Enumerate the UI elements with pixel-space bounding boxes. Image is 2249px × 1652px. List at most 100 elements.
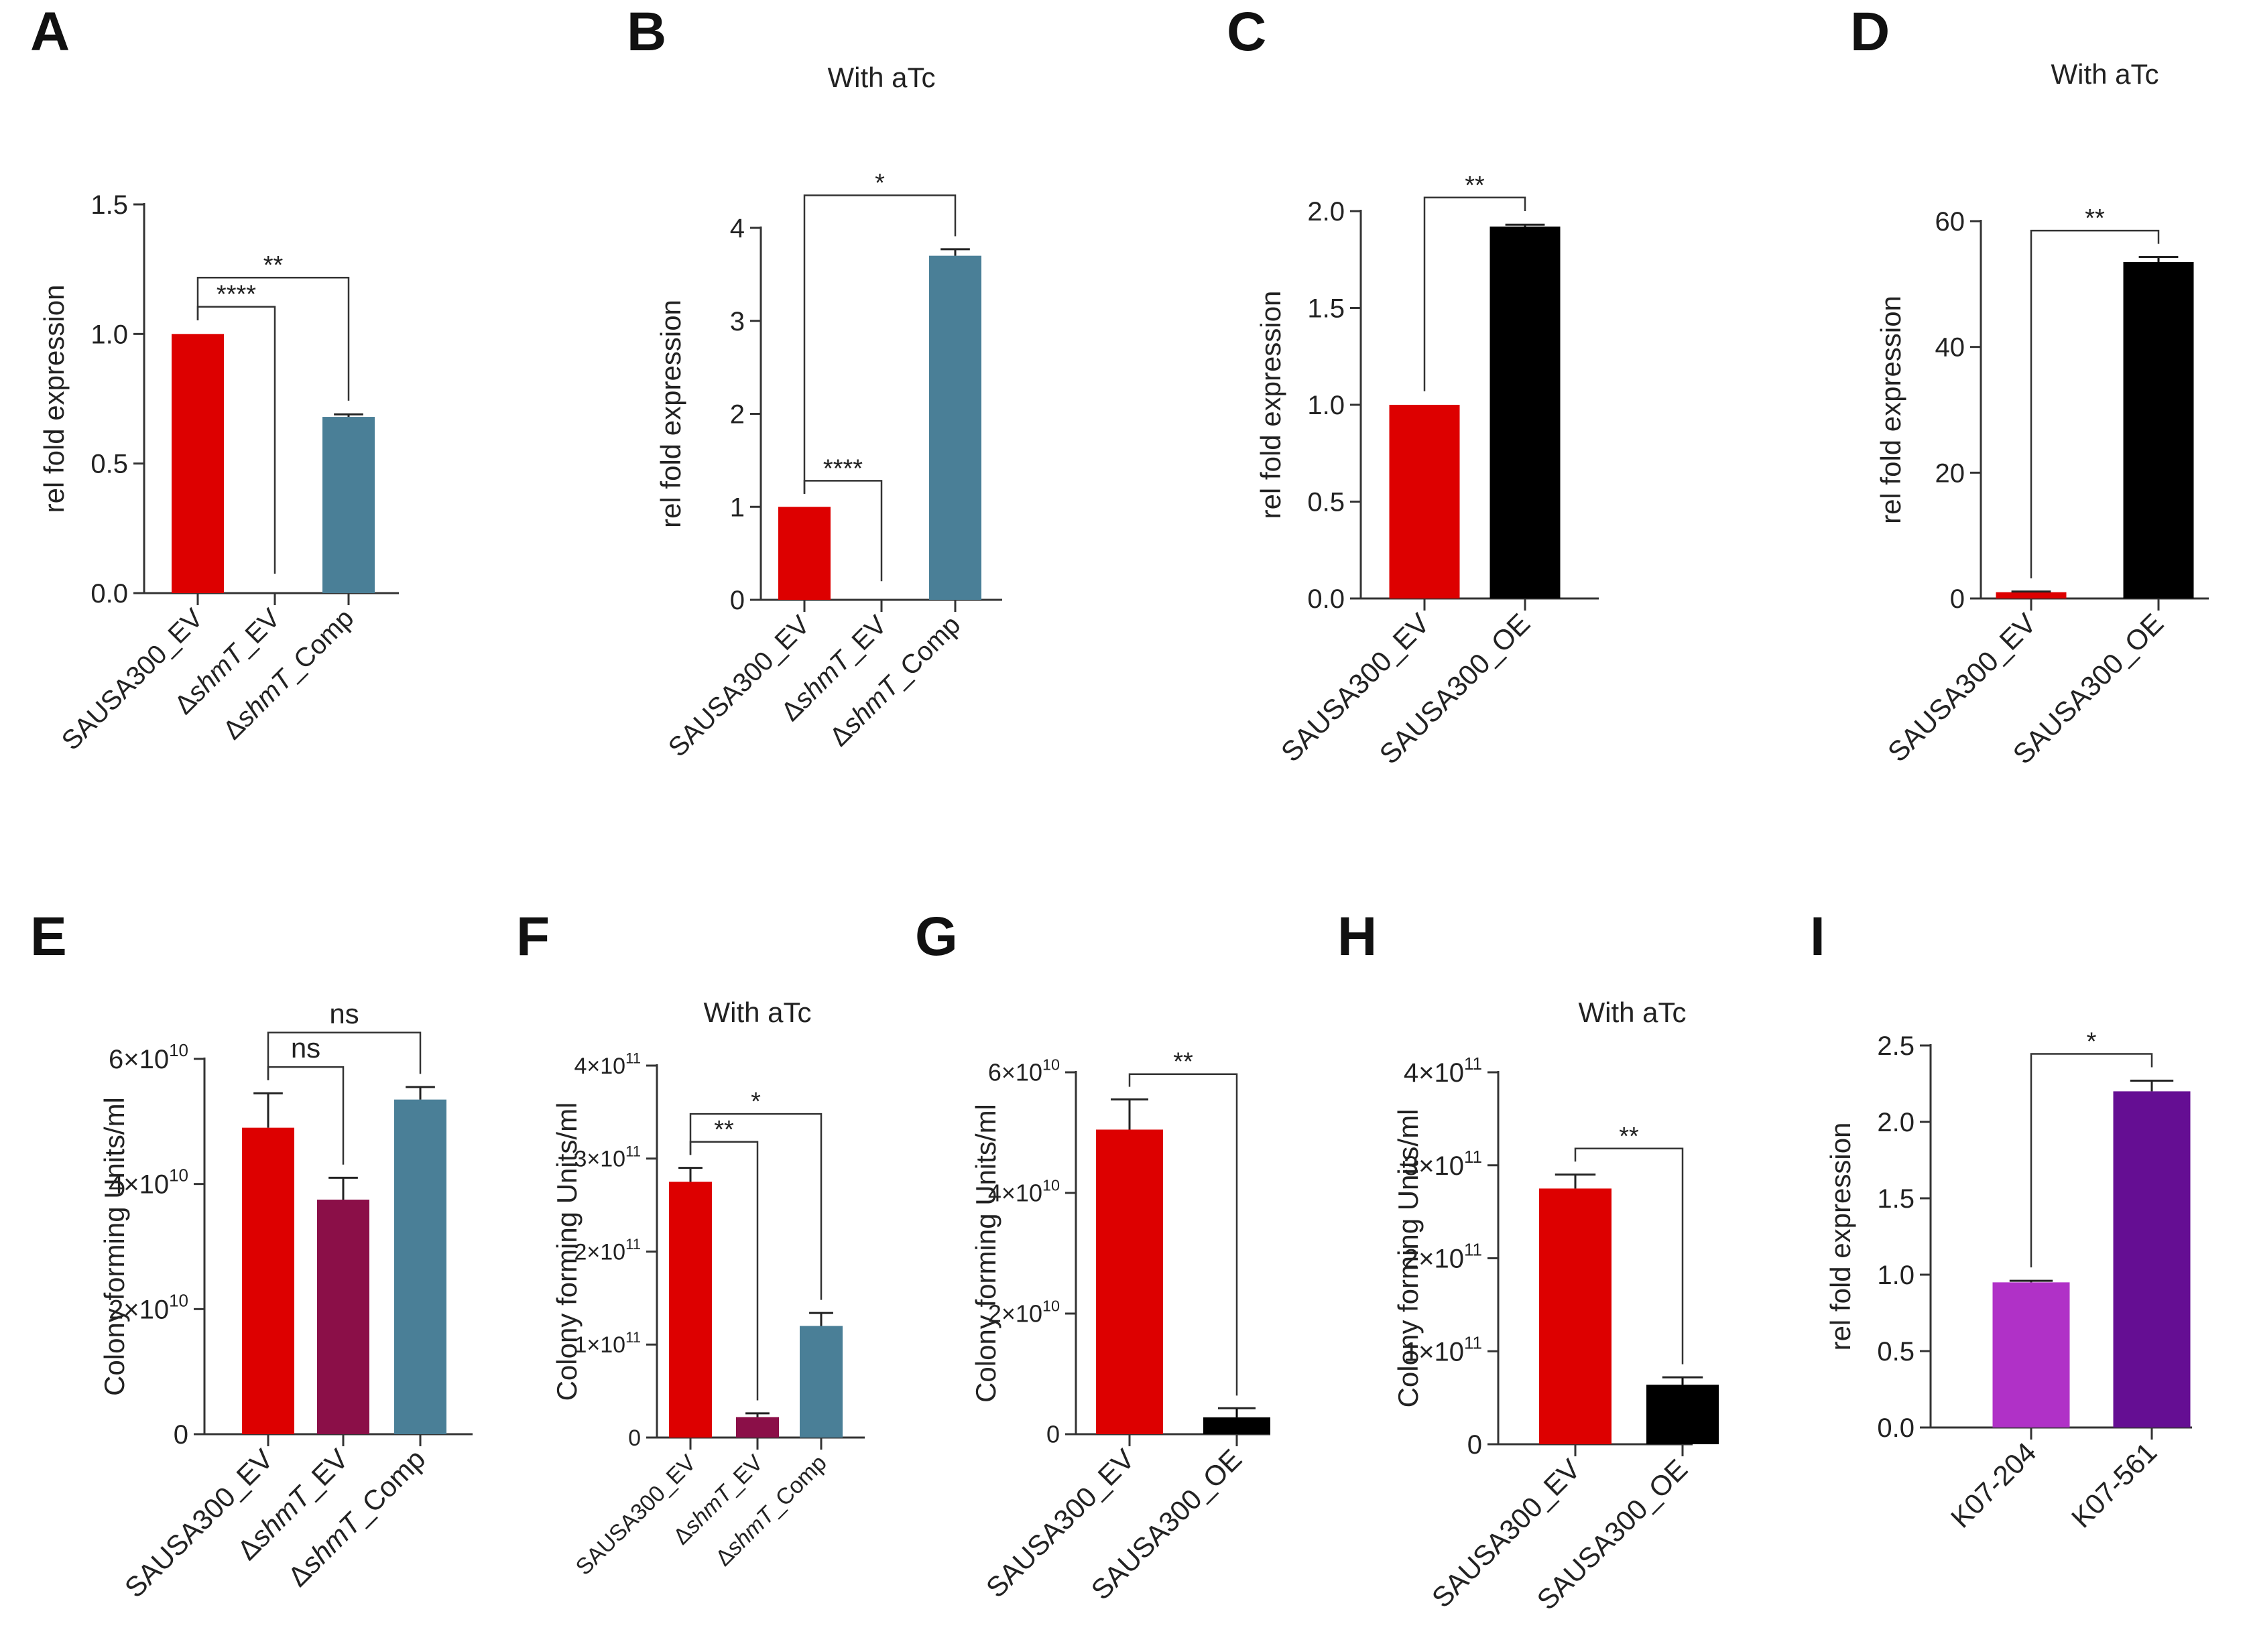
panel-letter: H [1337, 906, 1377, 967]
x-tick-label: ΔshmT_Comp [711, 1450, 832, 1572]
y-axis-label: rel fold expression [655, 300, 686, 528]
bar [669, 1182, 712, 1438]
y-tick-label: 4 [730, 214, 745, 243]
y-axis-label: rel fold expression [1255, 291, 1286, 519]
x-tick-label: SAUSA300_EV [663, 610, 816, 763]
significance-label: ** [2085, 204, 2105, 233]
panel-b: B With aTc rel fold expression 0 1 2 3 4 SAUSA30… [627, 1, 1002, 763]
y-tick-label: 2×1010 [988, 1297, 1060, 1327]
y-tick-label: 0.5 [1877, 1337, 1914, 1367]
chart-title: With aTc [2051, 58, 2159, 90]
y-tick-label: 2×1011 [574, 1236, 641, 1265]
significance-label: ns [291, 1032, 320, 1064]
significance-label: ** [714, 1116, 734, 1144]
bar [800, 1326, 843, 1438]
y-axis-label: Colony forming Units/ml [551, 1102, 583, 1401]
bar [1203, 1417, 1270, 1434]
chart-title: With aTc [703, 997, 811, 1028]
y-tick-label: 0.5 [1307, 488, 1345, 517]
panel-h: H With aTc Colony forming Units/ml 0 1×1011 2… [1337, 906, 1719, 1616]
bar [2123, 261, 2194, 598]
panel-letter: I [1810, 906, 1825, 967]
y-tick-label: 1.5 [90, 190, 128, 220]
significance-label: **** [217, 281, 256, 309]
x-tick-label: ΔshmT_Comp [824, 610, 966, 752]
y-tick-label: 0 [1950, 584, 1965, 614]
y-tick-label: 2.5 [1877, 1031, 1914, 1061]
bar [322, 417, 375, 593]
significance-label: * [751, 1088, 761, 1116]
bar [778, 507, 831, 600]
y-tick-label: 2.0 [1877, 1108, 1914, 1137]
y-tick-label: 1.0 [1877, 1261, 1914, 1290]
y-tick-label: 4×1010 [109, 1165, 188, 1200]
significance-label: **** [823, 454, 863, 483]
y-tick-label: 1×1011 [1404, 1332, 1482, 1367]
significance-bracket [803, 194, 957, 494]
bar [1096, 1129, 1163, 1434]
y-tick-label: 20 [1935, 458, 1965, 488]
significance-label: ** [1173, 1048, 1193, 1076]
bar [1539, 1188, 1612, 1444]
y-tick-label: 0 [1046, 1421, 1060, 1448]
significance-bracket [2030, 229, 2160, 578]
significance-bracket [267, 1031, 422, 1080]
significance-label: ** [1619, 1123, 1639, 1151]
y-tick-label: 2×1011 [1404, 1240, 1482, 1274]
bar [1992, 1282, 2070, 1427]
significance-label: ** [1465, 172, 1485, 200]
panel-letter: F [516, 906, 550, 967]
significance-bracket [196, 276, 350, 401]
bar [1490, 227, 1561, 598]
significance-bracket [1128, 1073, 1238, 1396]
chart-title: With aTc [827, 62, 935, 93]
bar [394, 1099, 446, 1434]
panel-f: F With aTc Colony forming Units/ml 0 1×1011 2… [516, 906, 865, 1580]
y-axis-label: Colony forming Units/ml [970, 1104, 1001, 1403]
panel-e: E Colony forming Units/ml 0 2×1010 4×1010 6×1… [30, 906, 473, 1604]
x-tick-label: ΔshmT_Comp [217, 603, 359, 745]
y-tick-label: 60 [1935, 207, 1965, 237]
bar [736, 1417, 779, 1438]
y-tick-label: 1.0 [90, 320, 128, 349]
panel-g: G Colony forming Units/ml 0 2×1010 4×1010 6×1… [915, 906, 1270, 1606]
significance-bracket [1423, 196, 1526, 391]
y-axis-label: rel fold expression [1875, 296, 1906, 524]
y-tick-label: 4×1010 [988, 1176, 1060, 1206]
x-tick-label: ΔshmT_Comp [282, 1443, 431, 1592]
bar [1646, 1385, 1719, 1444]
y-tick-label: 2.0 [1307, 197, 1345, 227]
y-tick-label: 0.5 [90, 450, 128, 479]
y-tick-label: 40 [1935, 333, 1965, 363]
bar [1389, 405, 1460, 598]
bar [317, 1200, 369, 1434]
y-tick-label: 6×1010 [109, 1040, 188, 1074]
significance-bracket [1574, 1147, 1684, 1364]
bar [1996, 592, 2067, 598]
significance-bracket [689, 1113, 823, 1300]
y-axis-label: rel fold expression [38, 285, 70, 513]
y-tick-label: 2×1010 [109, 1290, 188, 1324]
y-tick-label: 4×1011 [574, 1050, 641, 1079]
bar [242, 1127, 294, 1434]
y-tick-label: 0 [628, 1425, 641, 1451]
significance-bracket [2030, 1053, 2153, 1268]
panel-letter: A [30, 1, 70, 62]
y-tick-label: 1.5 [1307, 294, 1345, 324]
chart-title: With aTc [1578, 997, 1686, 1028]
x-tick-label: K07-204 [1945, 1436, 2043, 1534]
y-axis-label: rel fold expression [1825, 1123, 1856, 1351]
y-tick-label: 3×1011 [574, 1143, 641, 1171]
panel-letter: D [1850, 1, 1890, 62]
panel-letter: E [30, 906, 67, 967]
x-tick-label: K07-561 [2065, 1436, 2163, 1534]
significance-label: * [2087, 1028, 2097, 1056]
y-tick-label: 1.0 [1307, 391, 1345, 420]
bar [2113, 1091, 2191, 1427]
y-tick-label: 6×1010 [988, 1056, 1060, 1086]
x-tick-label: SAUSA300_EV [56, 603, 209, 756]
y-tick-label: 0.0 [1877, 1413, 1914, 1443]
y-tick-label: 0.0 [90, 579, 128, 609]
